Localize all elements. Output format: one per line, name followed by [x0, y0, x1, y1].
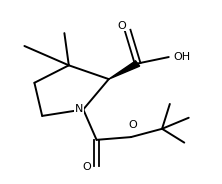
Text: O: O	[82, 162, 91, 172]
Text: OH: OH	[173, 52, 190, 62]
Text: O: O	[129, 120, 138, 130]
Polygon shape	[109, 61, 140, 79]
Text: N: N	[75, 105, 83, 114]
Text: O: O	[118, 21, 127, 31]
